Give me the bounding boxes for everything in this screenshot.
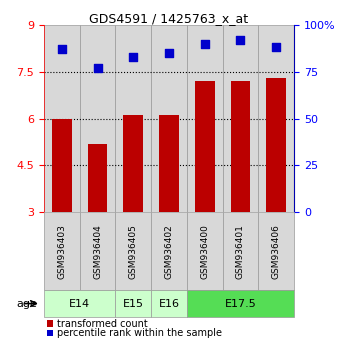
Text: E17.5: E17.5 [224, 298, 256, 309]
Bar [88, 144, 107, 212]
Bar [52, 119, 72, 212]
Bar [266, 78, 286, 212]
Text: GSM936405: GSM936405 [129, 224, 138, 279]
Bar [151, 25, 187, 212]
Point [59, 46, 65, 52]
Bar [223, 25, 258, 212]
Bar [231, 81, 250, 212]
Bar [258, 25, 294, 212]
Point [95, 65, 100, 71]
Bar [44, 25, 80, 212]
Point [202, 41, 208, 46]
Text: GDS4591 / 1425763_x_at: GDS4591 / 1425763_x_at [90, 12, 248, 25]
Point [166, 50, 172, 56]
Text: GSM936404: GSM936404 [93, 224, 102, 279]
Text: E14: E14 [69, 298, 90, 309]
Text: E16: E16 [159, 298, 179, 309]
Bar [187, 25, 223, 212]
Bar [115, 25, 151, 212]
Text: transformed count: transformed count [57, 319, 147, 329]
Point [130, 54, 136, 59]
Point [238, 37, 243, 42]
Bar [195, 81, 215, 212]
Text: GSM936401: GSM936401 [236, 224, 245, 279]
Text: age: age [16, 298, 37, 309]
Bar [159, 115, 179, 212]
Text: percentile rank within the sample: percentile rank within the sample [57, 328, 222, 338]
Bar [123, 115, 143, 212]
Text: GSM936406: GSM936406 [272, 224, 281, 279]
Point [273, 45, 279, 50]
Text: GSM936400: GSM936400 [200, 224, 209, 279]
Text: GSM936402: GSM936402 [165, 224, 173, 279]
Bar [80, 25, 115, 212]
Text: GSM936403: GSM936403 [57, 224, 66, 279]
Text: E15: E15 [123, 298, 144, 309]
